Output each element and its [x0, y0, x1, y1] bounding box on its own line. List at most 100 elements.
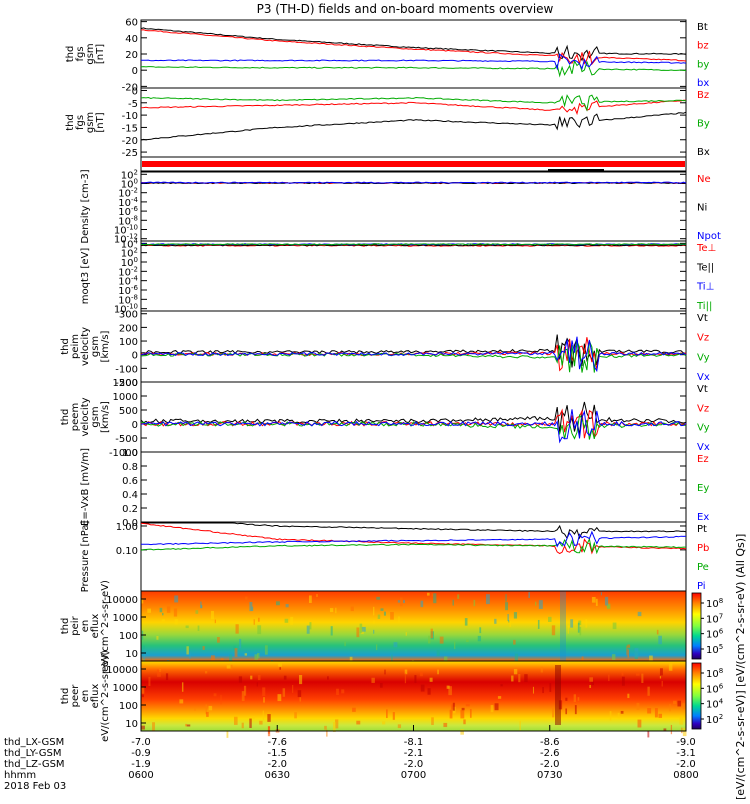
legend-by: by [697, 59, 709, 70]
spectrogram-cell [308, 595, 312, 603]
spectrogram-cell [668, 663, 673, 671]
spectrogram-cell [450, 704, 454, 710]
spectrogram-cell [585, 619, 588, 628]
spectrogram-cell [251, 606, 254, 611]
legend-Vx: Vx [697, 372, 710, 383]
spectrogram-cell [392, 712, 395, 720]
spectrogram-cell [165, 673, 169, 681]
spectrogram-cell [397, 724, 402, 729]
footer-value: -1.9 [131, 759, 151, 770]
spectrogram-cell [202, 646, 205, 650]
spectrogram-cell [670, 724, 673, 735]
spectrogram-cell [386, 709, 388, 719]
legend-Ne: Ne [697, 174, 711, 185]
y-tick-label: 1000 [113, 613, 138, 624]
footer-value: -7.6 [267, 737, 287, 748]
spectrogram-cell [201, 600, 205, 603]
panel-frame [140, 19, 687, 89]
spectrogram-cell [210, 655, 215, 662]
spectrogram-cell [361, 626, 366, 632]
spectrogram-cell [141, 599, 144, 604]
spectrogram-cell [497, 696, 502, 699]
colorbar-ion [691, 592, 702, 660]
spectrogram-cell [490, 705, 494, 713]
spectrogram-cell [279, 667, 281, 670]
spectrogram-cell [210, 610, 214, 620]
spectrogram-cell [446, 685, 450, 689]
series-line-Ti|| [140, 243, 687, 246]
spectrogram-cell [669, 703, 671, 712]
spectrogram-cell [335, 719, 339, 729]
spectrogram-cell [143, 651, 145, 662]
spectrogram-cell [465, 704, 470, 707]
spectrogram-cell [682, 727, 687, 737]
spectrogram-cell [473, 599, 476, 607]
spectrogram-cell [391, 654, 393, 663]
spectrogram-cell [604, 596, 609, 606]
spectrogram-cell [532, 686, 534, 694]
spectrogram-cell [290, 616, 294, 625]
spectrogram-cell [479, 627, 482, 634]
y-tick-label: 1500 [113, 378, 138, 389]
spectrogram-cell [375, 644, 378, 651]
spectrogram-cell [393, 642, 398, 648]
y-tick-label: 0 [132, 66, 138, 77]
spectrogram-cell [591, 681, 594, 686]
footer-value: -2.0 [404, 759, 424, 770]
y-tick-label: 40 [125, 34, 138, 45]
spectrogram-cell [600, 592, 602, 596]
footer-value: 0630 [265, 770, 290, 781]
spectrogram-cell [461, 707, 465, 711]
spectrogram-cell [257, 674, 261, 681]
y-tick-label: 10-6 [118, 205, 138, 218]
spectrogram-cell [513, 668, 518, 675]
legend-Vt: Vt [697, 313, 708, 324]
spectrogram-cell [528, 592, 530, 599]
spectrogram-feature [560, 591, 566, 661]
footer-value: -2.0 [676, 759, 696, 770]
y-tick-label: 1.00 [116, 522, 138, 533]
spectrogram-cell [420, 600, 424, 608]
spectrogram-cell [612, 622, 617, 630]
spectrogram-cell [335, 607, 337, 614]
spectrogram-cell [147, 608, 152, 613]
spectrogram-cell [574, 705, 577, 715]
spectrogram-cell [379, 682, 383, 688]
series-line-Bx [140, 111, 687, 141]
spectrogram-cell [552, 707, 555, 718]
spectrogram-cell [659, 676, 662, 679]
spectrogram-cell [356, 627, 360, 638]
series-line-Pe [140, 537, 686, 555]
spectrogram-cell [589, 677, 593, 682]
spectrogram-cell [359, 623, 363, 633]
spectrogram-cell [267, 714, 271, 722]
spectrogram-cell [452, 599, 454, 606]
legend-Vt: Vt [697, 384, 708, 395]
spectrogram-cell [464, 618, 468, 626]
y-tick-label: 1000 [113, 683, 138, 694]
spectrogram-cell [659, 668, 663, 676]
spectrogram-cell [641, 673, 644, 683]
spectrogram-cell [509, 620, 512, 627]
spectrogram-cell [356, 720, 361, 725]
legend-By: By [697, 119, 710, 130]
spectrogram-cell [262, 710, 264, 721]
spectrogram-cell [627, 693, 630, 699]
spectrogram-cell [256, 682, 258, 687]
spectrogram-cell [324, 725, 327, 730]
spectrogram-cell [234, 648, 238, 657]
legend-Pi: Pi [697, 581, 706, 592]
y-tick-label: 0.8 [122, 462, 138, 473]
legend-Bz: Bz [697, 90, 709, 101]
spectrogram-cell [141, 694, 144, 698]
y-tick-label: 1000 [113, 392, 138, 403]
spectrogram-cell [197, 625, 200, 631]
series-line-bx [140, 53, 687, 71]
spectrogram-cell [294, 712, 297, 719]
panel-ylabel: moqt3 [eV] [80, 248, 91, 305]
spectrogram-cell [181, 682, 184, 692]
series-line-Npot [140, 181, 687, 184]
panel-4: moqt3 [eV] 10410210010-210-410-610-810-10… [80, 237, 716, 315]
panel-10: thdpeerenefluxeV/(cm^2-s-sr-eV)10000 1000… [60, 650, 724, 742]
